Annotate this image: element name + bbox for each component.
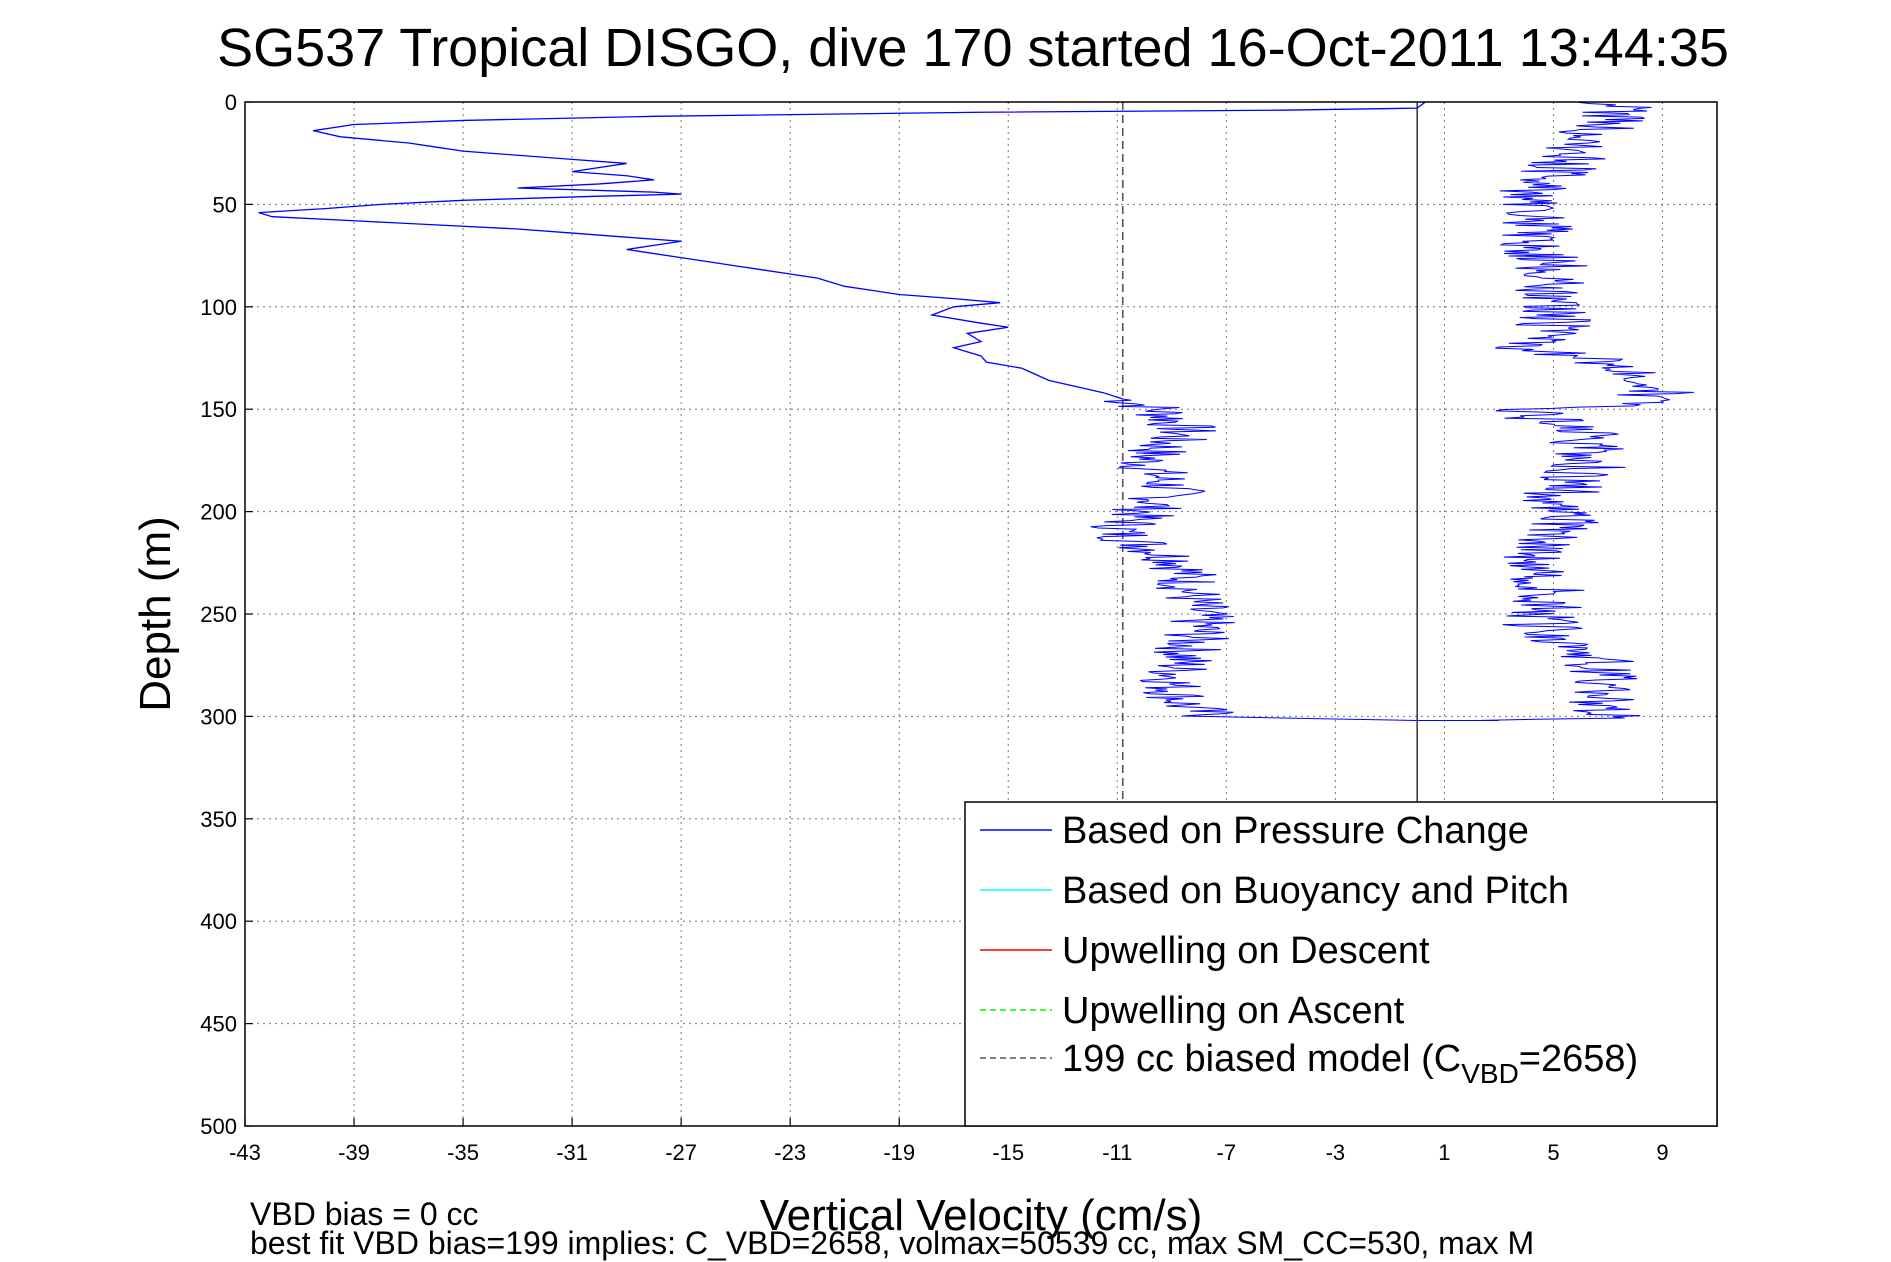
x-tick-label: -27 — [665, 1140, 697, 1165]
legend-entry-label: Based on Buoyancy and Pitch — [1062, 870, 1569, 912]
x-tick-label: -35 — [447, 1140, 479, 1165]
legend-label-tail: =2658) — [1519, 1038, 1638, 1080]
x-tick-label: 5 — [1547, 1140, 1559, 1165]
legend-box — [964, 801, 1718, 1127]
x-tick-label: -7 — [1217, 1140, 1237, 1165]
legend-entry-label: Upwelling on Ascent — [1062, 990, 1405, 1032]
x-axis-label: Vertical Velocity (cm/s) — [760, 1191, 1203, 1240]
chart-title: SG537 Tropical DISGO, dive 170 started 1… — [217, 18, 1729, 78]
y-tick-label: 200 — [200, 500, 237, 525]
series-line — [258, 101, 1426, 400]
legend-label-subscript: VBD — [1461, 1058, 1519, 1089]
x-tick-label: 1 — [1438, 1140, 1450, 1165]
y-tick-label: 350 — [200, 807, 237, 832]
x-tick-label: -3 — [1326, 1140, 1346, 1165]
footer-vbd-bias: VBD bias = 0 cc — [250, 1196, 479, 1232]
y-tick-label: 300 — [200, 704, 237, 729]
series-line-continuation — [1090, 101, 1694, 721]
legend: Based on Pressure Change Based on Buoyanc… — [964, 801, 1718, 1127]
x-tick-label: -39 — [338, 1140, 370, 1165]
axis-ticks: -43 -39 -35 -31 -27 -23 -19 -15 -11 -7 -3 1 5 9050100… — [200, 90, 1668, 1165]
x-tick-label: -23 — [774, 1140, 806, 1165]
legend-entry-label: Based on Pressure Change — [1062, 810, 1529, 852]
y-tick-label: 500 — [200, 1114, 237, 1139]
x-tick-label: -11 — [1102, 1140, 1132, 1165]
y-tick-label: 50 — [213, 192, 237, 217]
footer-best-fit: best fit VBD bias=199 implies: C_VBD=265… — [250, 1225, 1534, 1261]
y-tick-label: 100 — [200, 295, 237, 320]
legend-label-main: 199 cc biased model (C — [1062, 1038, 1461, 1080]
x-tick-label: 9 — [1656, 1140, 1668, 1165]
y-tick-label: 150 — [200, 397, 237, 422]
y-tick-label: 450 — [200, 1012, 237, 1037]
x-tick-label: -19 — [883, 1140, 915, 1165]
y-tick-label: 400 — [200, 909, 237, 934]
legend-entry-label: 199 cc biased model (CVBD=2658) — [1062, 1038, 1638, 1089]
y-tick-label: 250 — [200, 602, 237, 627]
x-tick-label: -31 — [556, 1140, 588, 1165]
y-axis-label: Depth (m) — [131, 516, 180, 712]
legend-entry-label: Upwelling on Descent — [1062, 930, 1430, 972]
x-tick-label: -43 — [229, 1140, 261, 1165]
y-tick-label: 0 — [225, 90, 237, 115]
x-tick-label: -15 — [992, 1140, 1024, 1165]
